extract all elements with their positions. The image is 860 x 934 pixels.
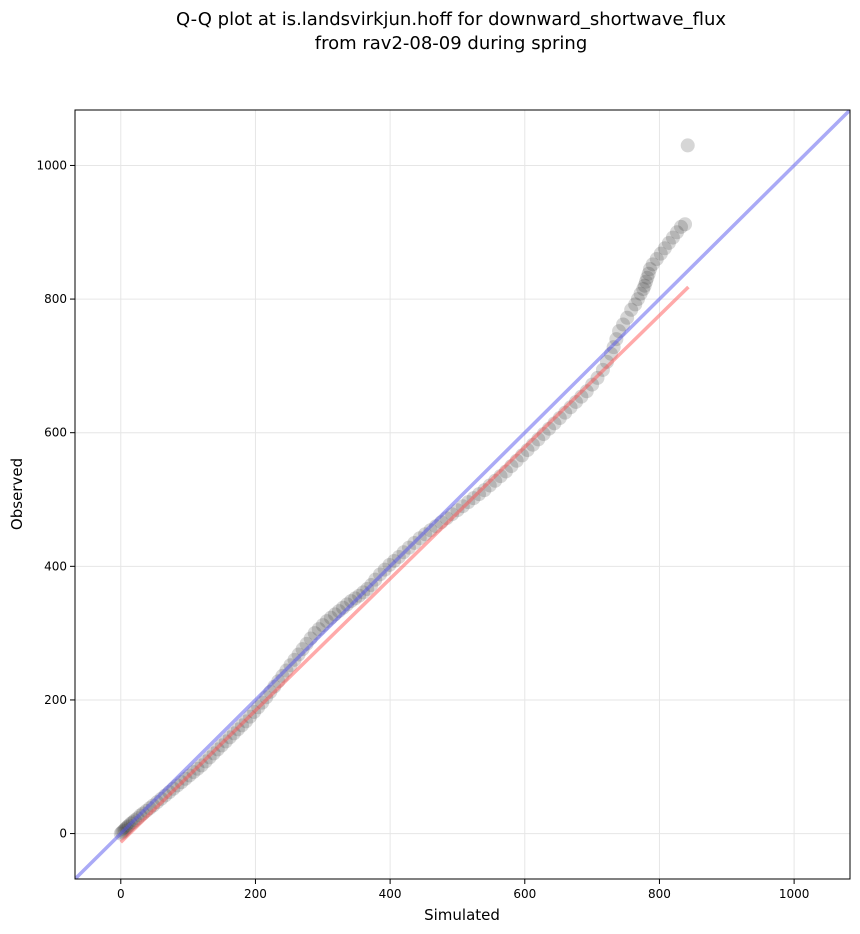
qq-point	[450, 503, 465, 518]
x-tick-label: 200	[244, 887, 267, 901]
qq-point	[637, 278, 652, 293]
chart-title-line-2: from rav2-08-09 during spring	[315, 33, 588, 54]
y-tick-label: 0	[59, 827, 67, 841]
qq-point	[295, 642, 310, 657]
qq-point	[606, 340, 621, 355]
fit-line	[119, 285, 690, 844]
x-tick-label: 400	[379, 887, 402, 901]
qq-point	[344, 594, 359, 609]
axis-ticks: 0 200 400 600 800 1000 0 200 400 600 800 1000	[36, 158, 809, 901]
qq-point	[657, 241, 672, 256]
x-tick-label: 0	[117, 887, 125, 901]
qq-point	[291, 647, 306, 662]
qq-point	[609, 332, 624, 347]
x-tick-label: 1000	[779, 887, 810, 901]
qq-point	[640, 270, 655, 285]
qq-point	[636, 282, 651, 297]
qq-point	[482, 478, 497, 493]
qq-point	[633, 286, 648, 301]
qq-point	[624, 302, 639, 317]
qq-point	[678, 217, 693, 232]
chart-title-line-1: Q-Q plot at is.landsvirkjun.hoff for dow…	[176, 9, 726, 30]
qq-point	[661, 235, 676, 250]
qq-point	[673, 219, 688, 234]
qq-point	[665, 230, 680, 245]
qq-point	[348, 591, 363, 606]
qq-point	[620, 310, 635, 325]
qq-point	[638, 274, 653, 289]
qq-point	[641, 266, 656, 281]
qq-point	[585, 377, 600, 392]
plot-marks	[75, 110, 850, 879]
qq-point	[418, 527, 433, 542]
qq-point	[645, 257, 660, 272]
y-tick-label: 400	[44, 559, 67, 573]
qq-point	[628, 297, 643, 312]
x-tick-label: 800	[648, 887, 671, 901]
y-tick-label: 1000	[36, 158, 67, 172]
qq-point	[616, 317, 631, 332]
y-axis-label: Observed	[8, 458, 26, 530]
plot-frame	[74, 109, 851, 880]
y-tick-label: 800	[44, 292, 67, 306]
y-tick-label: 200	[44, 693, 67, 707]
qq-point	[653, 246, 668, 261]
x-tick-label: 600	[513, 887, 536, 901]
qq-point	[680, 138, 695, 153]
qq-point	[669, 225, 684, 240]
qq-point	[630, 292, 645, 307]
y-tick-label: 600	[44, 426, 67, 440]
x-axis-label: Simulated	[424, 906, 500, 924]
grid-lines	[75, 110, 850, 879]
plot-area	[75, 110, 850, 879]
qq-point	[477, 483, 492, 498]
qq-point	[649, 251, 664, 266]
identity-line	[75, 110, 850, 879]
qq-point	[643, 262, 658, 277]
